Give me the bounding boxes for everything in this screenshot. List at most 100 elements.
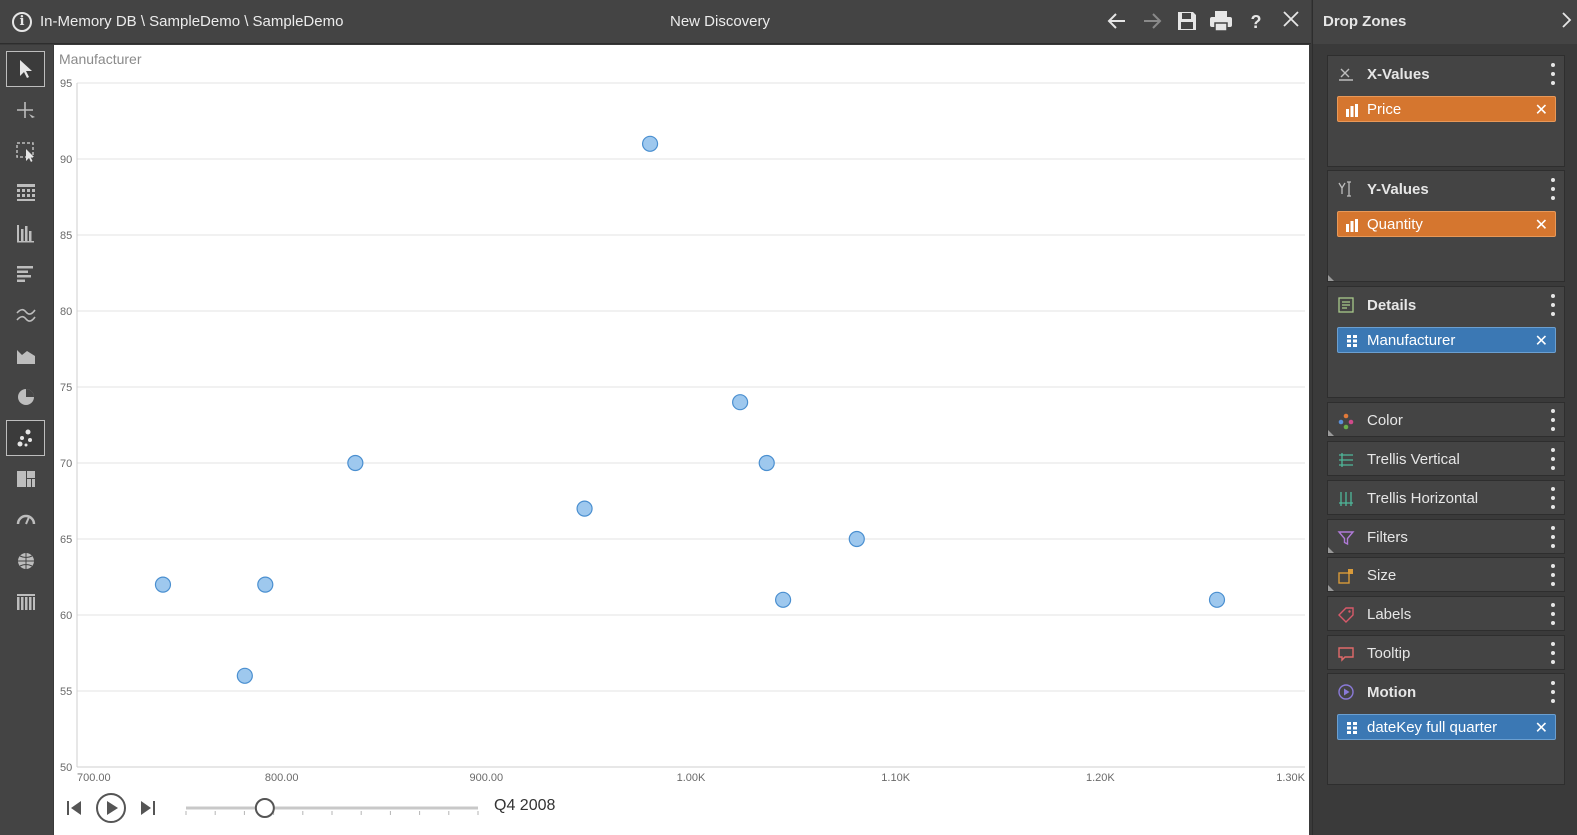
drop-zone-x-values[interactable]: X-Values Price ✕ <box>1327 55 1565 167</box>
drop-zones-panel: Drop Zones X-Values Price ✕ Y-Values <box>1312 0 1577 835</box>
pill-label: Manufacturer <box>1367 332 1456 349</box>
drop-zone-motion[interactable]: Motion dateKey full quarter ✕ <box>1327 673 1565 785</box>
save-icon[interactable] <box>1174 10 1200 34</box>
line-chart-icon[interactable] <box>6 297 45 333</box>
remove-icon[interactable]: ✕ <box>1534 333 1548 350</box>
drop-zone-trellis-horizontal[interactable]: Trellis Horizontal <box>1327 480 1565 515</box>
more-options-icon[interactable] <box>1550 178 1556 200</box>
more-options-icon[interactable] <box>1550 294 1556 316</box>
scatter-chart-icon[interactable] <box>6 420 45 456</box>
color-icon <box>1338 413 1354 430</box>
bar-chart-icon[interactable] <box>6 256 45 292</box>
remove-icon[interactable]: ✕ <box>1534 720 1548 737</box>
zone-header: Size <box>1328 558 1564 594</box>
more-options-icon[interactable] <box>1550 409 1556 431</box>
help-icon[interactable]: ? <box>1250 12 1262 32</box>
column-chart-icon[interactable] <box>6 215 45 251</box>
pill-label: dateKey full quarter <box>1367 719 1498 736</box>
drop-zone-details[interactable]: Details Manufacturer ✕ <box>1327 286 1565 398</box>
info-icon[interactable]: i <box>12 12 32 32</box>
pivot-table-icon[interactable] <box>6 584 45 620</box>
details-icon <box>1338 297 1354 313</box>
treemap-icon[interactable] <box>6 461 45 497</box>
x-tick-label: 1.10K <box>881 772 910 784</box>
drop-zone-labels[interactable]: Labels <box>1327 596 1565 631</box>
drop-zone-trellis-vertical[interactable]: Trellis Vertical <box>1327 441 1565 476</box>
scatter-point[interactable] <box>257 576 274 593</box>
play-icon[interactable] <box>95 792 127 824</box>
scatter-plot[interactable]: 50 55 60 65 70 75 80 85 90 95 700.00 800.00 900.00 1.… <box>54 45 1309 835</box>
title-bar: i In-Memory DB \ SampleDemo \ SampleDemo… <box>0 0 1311 44</box>
x-tick-label: 1.30K <box>1276 772 1305 784</box>
remove-icon[interactable]: ✕ <box>1534 217 1548 234</box>
scatter-point[interactable] <box>347 454 364 472</box>
more-options-icon[interactable] <box>1550 526 1556 548</box>
zone-header: X-Values <box>1328 56 1564 92</box>
y-tick-label: 80 <box>60 306 72 318</box>
more-options-icon[interactable] <box>1550 487 1556 509</box>
y-tick-label: 55 <box>60 686 72 698</box>
close-icon[interactable] <box>1278 10 1304 34</box>
scatter-point[interactable] <box>1208 591 1226 608</box>
drop-zones-header: Drop Zones <box>1313 0 1577 44</box>
zone-header: Tooltip <box>1328 636 1564 672</box>
y-tick-label: 50 <box>60 762 72 774</box>
map-icon[interactable] <box>6 543 45 579</box>
field-pill-manufacturer[interactable]: Manufacturer ✕ <box>1337 327 1556 353</box>
crosshair-icon[interactable] <box>6 92 45 128</box>
scatter-point[interactable] <box>758 454 775 472</box>
gauge-icon[interactable] <box>6 502 45 538</box>
field-pill-quantity[interactable]: Quantity ✕ <box>1337 211 1556 237</box>
drop-zone-tooltip[interactable]: Tooltip <box>1327 635 1565 670</box>
drop-zone-filters[interactable]: Filters <box>1327 519 1565 554</box>
more-options-icon[interactable] <box>1550 63 1556 85</box>
grid-table-icon[interactable] <box>6 174 45 210</box>
skip-start-icon[interactable] <box>64 798 84 818</box>
motion-slider[interactable] <box>182 795 482 821</box>
drop-zone-y-values[interactable]: Y-Values Quantity ✕ <box>1327 170 1565 282</box>
more-options-icon[interactable] <box>1550 603 1556 625</box>
motion-icon <box>1338 684 1354 700</box>
y-tick-label: 60 <box>60 610 72 622</box>
collapse-panel-icon[interactable] <box>1560 11 1572 34</box>
more-options-icon[interactable] <box>1550 681 1556 703</box>
skip-end-icon[interactable] <box>138 798 158 818</box>
scatter-point[interactable] <box>236 667 253 684</box>
zone-label: X-Values <box>1367 66 1430 83</box>
drop-zone-size[interactable]: Size <box>1327 557 1565 592</box>
scatter-point[interactable] <box>848 530 865 548</box>
scatter-point[interactable] <box>576 500 593 517</box>
scatter-point[interactable] <box>154 576 172 593</box>
forward-icon[interactable] <box>1139 10 1165 34</box>
y-tick-label: 70 <box>60 458 72 470</box>
remove-icon[interactable]: ✕ <box>1534 102 1548 119</box>
zone-label: Tooltip <box>1367 645 1411 662</box>
zone-header: Filters <box>1328 520 1564 556</box>
pie-chart-icon[interactable] <box>6 379 45 415</box>
print-icon[interactable] <box>1208 10 1234 34</box>
more-options-icon[interactable] <box>1550 448 1556 470</box>
zone-label: Color <box>1367 412 1403 429</box>
field-pill-datekey-full-quarter[interactable]: dateKey full quarter ✕ <box>1337 714 1556 740</box>
more-options-icon[interactable] <box>1550 564 1556 586</box>
x-tick-label: 1.20K <box>1086 772 1115 784</box>
zone-label: Trellis Horizontal <box>1367 490 1479 507</box>
scatter-point[interactable] <box>641 135 659 152</box>
zone-header: Trellis Vertical <box>1328 442 1564 478</box>
field-pill-price[interactable]: Price ✕ <box>1337 96 1556 122</box>
area-chart-icon[interactable] <box>6 338 45 374</box>
pill-label: Price <box>1367 101 1402 118</box>
zone-label: Y-Values <box>1367 181 1429 198</box>
zone-label: Details <box>1367 297 1417 314</box>
window-title: New Discovery <box>669 13 771 30</box>
zone-header: Trellis Horizontal <box>1328 481 1564 517</box>
pointer-icon[interactable] <box>6 51 45 87</box>
back-icon[interactable] <box>1104 10 1130 34</box>
dimension-icon <box>1347 722 1357 734</box>
scatter-point[interactable] <box>774 591 792 608</box>
x-axis-icon <box>1339 68 1353 81</box>
drop-zone-color[interactable]: Color <box>1327 402 1565 437</box>
scatter-point[interactable] <box>732 394 749 411</box>
more-options-icon[interactable] <box>1550 642 1556 664</box>
select-region-icon[interactable] <box>6 133 45 169</box>
